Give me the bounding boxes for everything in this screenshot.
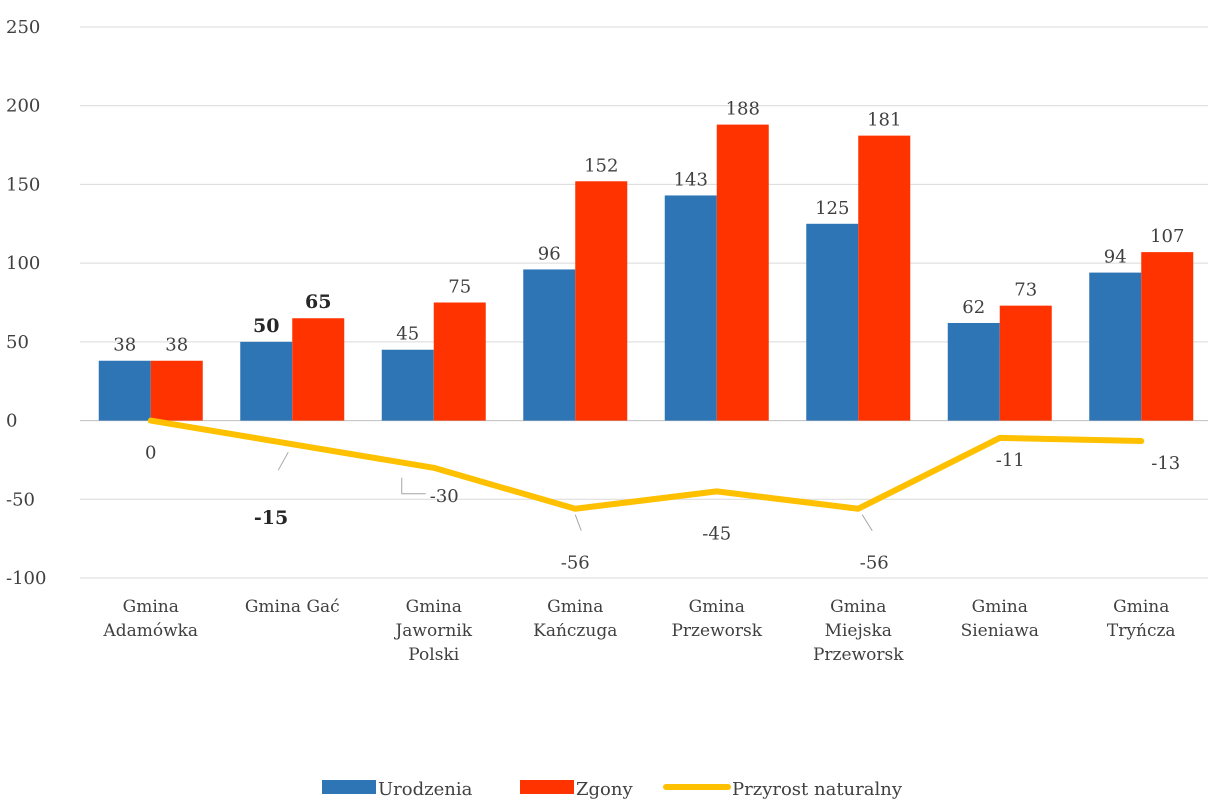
legend-label-przyrost-naturalny: Przyrost naturalny xyxy=(732,779,903,800)
line-value-label: -13 xyxy=(1151,453,1180,474)
bar-urodzenia xyxy=(240,342,292,421)
bar-value-label: 143 xyxy=(674,169,708,190)
leader-line xyxy=(278,452,288,470)
line-series-group xyxy=(151,420,1142,508)
bar-value-label: 62 xyxy=(962,297,985,318)
bar-urodzenia xyxy=(99,361,151,421)
bar-value-label: 73 xyxy=(1014,280,1037,301)
bar-value-label: 152 xyxy=(584,155,618,176)
x-category-label: Sieniawa xyxy=(961,621,1039,641)
bar-value-label: 45 xyxy=(396,324,419,345)
legend: Urodzenia Zgony Przyrost naturalny xyxy=(322,779,903,800)
x-category-label: Gmina Gać xyxy=(245,597,340,617)
line-series-path xyxy=(151,421,1142,509)
line-value-label: -56 xyxy=(860,553,889,574)
x-category-label: Tryńcza xyxy=(1107,621,1176,641)
bar-value-label: 188 xyxy=(726,99,760,120)
line-value-label: -45 xyxy=(702,523,731,544)
y-tick-label: 250 xyxy=(6,17,40,38)
leader-line xyxy=(862,515,872,531)
bar-urodzenia xyxy=(806,224,858,421)
legend-swatch-urodzenia xyxy=(322,780,376,794)
bar-value-label: 75 xyxy=(448,277,471,298)
bar-value-label: 38 xyxy=(113,335,136,356)
bar-urodzenia xyxy=(948,323,1000,421)
leader-line xyxy=(402,478,426,494)
y-tick-label: 50 xyxy=(6,332,29,353)
bar-urodzenia xyxy=(1089,273,1141,421)
line-value-label: 0 xyxy=(145,443,156,464)
x-category-label: Gmina xyxy=(547,597,603,617)
x-category-label: Polski xyxy=(408,645,459,665)
bar-value-label: 96 xyxy=(538,243,561,264)
x-category-label: Miejska xyxy=(825,621,892,641)
bar-value-label: 65 xyxy=(305,291,331,313)
bar-zgony xyxy=(1000,306,1052,421)
line-value-label: -11 xyxy=(996,450,1025,471)
line-data-labels: 0 -15 -30 -56 -45 -56 -11 -13 xyxy=(145,443,1180,574)
y-tick-label: -50 xyxy=(6,489,35,510)
bar-value-label: 38 xyxy=(165,335,188,356)
bar-urodzenia xyxy=(523,269,575,420)
bar-value-label: 50 xyxy=(253,315,279,337)
x-category-label: Przeworsk xyxy=(813,645,904,665)
x-category-label: Kańczuga xyxy=(533,621,617,641)
x-category-label: Gmina xyxy=(830,597,886,617)
x-category-label: Gmina xyxy=(1113,597,1169,617)
legend-label-urodzenia: Urodzenia xyxy=(378,779,473,800)
bar-urodzenia xyxy=(382,350,434,421)
legend-swatch-zgony xyxy=(520,780,574,794)
y-tick-label: 200 xyxy=(6,96,40,117)
bar-zgony xyxy=(292,318,344,420)
x-category-label: Gmina xyxy=(972,597,1028,617)
x-category-label: Przeworsk xyxy=(671,621,762,641)
line-value-label: -56 xyxy=(561,553,590,574)
y-tick-label: 150 xyxy=(6,174,40,195)
y-tick-label: 100 xyxy=(6,253,40,274)
leader-line xyxy=(575,515,581,531)
bar-urodzenia xyxy=(665,195,717,420)
bar-zgony xyxy=(858,136,910,421)
bar-zgony xyxy=(151,361,203,421)
x-category-label: Adamówka xyxy=(102,621,198,641)
bar-value-label: 107 xyxy=(1150,226,1184,247)
bar-value-label: 181 xyxy=(867,110,901,131)
bars-group xyxy=(99,125,1194,421)
x-category-label: Gmina xyxy=(123,597,179,617)
bar-value-label: 125 xyxy=(815,198,849,219)
y-axis-ticks: -100 -50 0 50 100 150 200 250 xyxy=(6,17,46,589)
x-category-label: Gmina xyxy=(689,597,745,617)
bar-zgony xyxy=(717,125,769,421)
line-value-label: -30 xyxy=(430,486,459,507)
x-axis-categories: Gmina Adamówka Gmina Gać Gmina Jawornik Polsk… xyxy=(102,597,1175,665)
bar-zgony xyxy=(575,181,627,420)
gridlines xyxy=(80,27,1208,578)
y-tick-label: -100 xyxy=(6,568,46,589)
x-category-label: Jawornik xyxy=(393,621,472,641)
bar-value-label: 94 xyxy=(1104,247,1127,268)
bar-zgony xyxy=(434,303,486,421)
legend-label-zgony: Zgony xyxy=(576,779,633,800)
line-value-label: -15 xyxy=(254,507,288,529)
bar-zgony xyxy=(1141,252,1193,420)
x-category-label: Gmina xyxy=(406,597,462,617)
y-tick-label: 0 xyxy=(6,411,17,432)
